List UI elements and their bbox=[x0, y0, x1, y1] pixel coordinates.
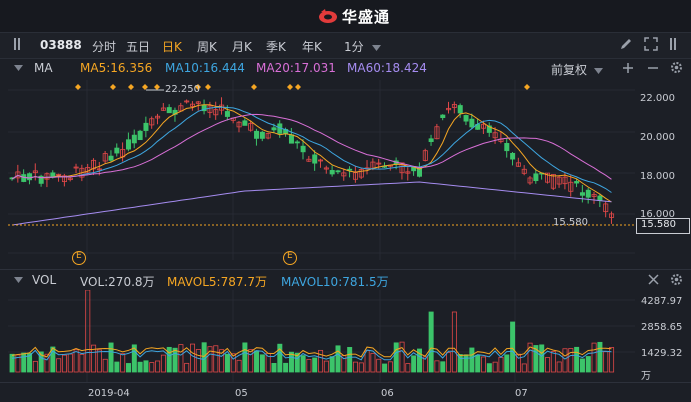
high-price-label: 22.250 bbox=[165, 84, 200, 95]
fullscreen-icon[interactable] bbox=[644, 37, 658, 54]
mavol10-value: MAVOL10:781.5万 bbox=[281, 275, 389, 289]
event-marker-letter: E bbox=[76, 251, 82, 261]
title-bar: 华盛通 bbox=[0, 0, 691, 32]
mavol5-value: MAVOL5:787.7万 bbox=[167, 275, 267, 289]
axis-divider bbox=[0, 382, 691, 383]
x-label-apr: 2019-04 bbox=[88, 388, 130, 399]
x-label-jun: 06 bbox=[381, 388, 394, 399]
low-price-label: 15.580 bbox=[553, 217, 588, 228]
chevron-down-icon bbox=[593, 68, 603, 74]
current-price-tag: 15.580 bbox=[636, 218, 690, 234]
earnings-event-marker[interactable]: E bbox=[283, 251, 297, 265]
panel-divider[interactable] bbox=[0, 269, 691, 270]
collapse-chevron-icon[interactable] bbox=[14, 277, 23, 283]
brand-name: 华盛通 bbox=[342, 7, 391, 26]
vol-unit: 万 bbox=[641, 371, 651, 382]
ma5-value: MA5:16.356 bbox=[80, 61, 153, 75]
y-tick-20: 20.000 bbox=[640, 132, 675, 143]
draw-pen-icon[interactable] bbox=[619, 37, 633, 54]
stock-code: 03888 bbox=[40, 38, 82, 52]
tab-period-weekly[interactable]: 周K bbox=[197, 40, 217, 54]
y-tick-22: 22.000 bbox=[640, 93, 675, 104]
current-price-value: 15.580 bbox=[641, 219, 676, 230]
tab-period-yearly[interactable]: 年K bbox=[302, 40, 322, 54]
ma10-value: MA10:16.444 bbox=[165, 61, 245, 75]
tab-period-daily[interactable]: 日K bbox=[162, 40, 182, 54]
y-tick-18: 18.000 bbox=[640, 171, 675, 182]
settings-gear-icon[interactable] bbox=[670, 273, 683, 286]
adjust-mode-label: 前复权 bbox=[551, 63, 588, 77]
minute-period-label: 1分 bbox=[344, 40, 364, 54]
sidebar-toggle-icon[interactable] bbox=[668, 37, 682, 54]
add-indicator-icon[interactable] bbox=[622, 62, 634, 74]
tab-period-intraday[interactable]: 分时 bbox=[92, 40, 117, 54]
vol-tick-low: 1429.32 bbox=[641, 348, 683, 359]
x-label-jul: 07 bbox=[515, 388, 528, 399]
x-label-may: 05 bbox=[235, 388, 248, 399]
vol-tick-high: 4287.97 bbox=[641, 296, 683, 307]
tab-period-5day[interactable]: 五日 bbox=[126, 40, 151, 54]
ma20-value: MA20:17.031 bbox=[256, 61, 336, 75]
ma60-value: MA60:18.424 bbox=[347, 61, 427, 75]
tab-period-quarterly[interactable]: 季K bbox=[266, 40, 286, 54]
period-toolbar: 03888 分时 五日 日K 周K 月K 季K 年K 1分 bbox=[0, 32, 691, 59]
earnings-event-marker[interactable]: E bbox=[72, 251, 86, 265]
vol-value: VOL:270.8万 bbox=[80, 275, 155, 289]
brand-logo-icon bbox=[319, 9, 337, 23]
brand: 华盛通 bbox=[318, 6, 390, 26]
volume-chart[interactable] bbox=[0, 290, 691, 382]
vol-tick-mid: 2858.65 bbox=[641, 322, 683, 333]
main-chart-header: MA MA5:16.356 MA10:16.444 MA20:17.031 MA… bbox=[0, 59, 691, 79]
close-icon[interactable] bbox=[648, 274, 659, 285]
panel-toggle-icon[interactable] bbox=[12, 37, 26, 54]
volume-header: VOL VOL:270.8万 MAVOL5:787.7万 MAVOL10:781… bbox=[0, 271, 691, 291]
settings-gear-icon[interactable] bbox=[670, 61, 683, 74]
candlestick-chart[interactable] bbox=[0, 80, 691, 270]
collapse-chevron-icon[interactable] bbox=[14, 65, 23, 71]
chevron-down-icon bbox=[372, 45, 382, 51]
remove-indicator-icon[interactable] bbox=[647, 62, 659, 74]
volume-indicator-name[interactable]: VOL bbox=[32, 273, 57, 287]
period-minute-dropdown[interactable]: 1分 bbox=[344, 38, 382, 55]
tab-period-monthly[interactable]: 月K bbox=[232, 40, 252, 54]
adjust-mode-select[interactable]: 前复权 bbox=[551, 61, 603, 78]
y-tick-16: 16.000 bbox=[640, 209, 675, 220]
main-indicator-name[interactable]: MA bbox=[34, 61, 53, 75]
event-marker-letter: E bbox=[287, 251, 293, 261]
